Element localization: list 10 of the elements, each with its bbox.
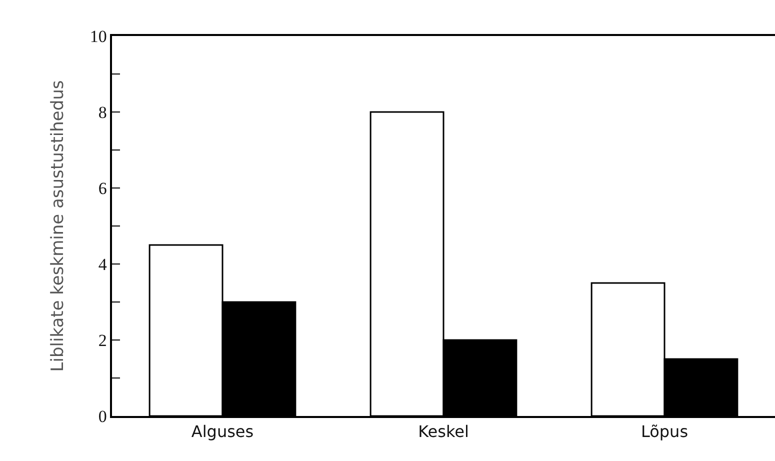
y-tick-label: 6 <box>98 178 107 198</box>
y-tick-label: 8 <box>98 102 107 122</box>
x-tick-label: Keskel <box>418 422 469 441</box>
y-tick-label: 10 <box>90 26 107 46</box>
y-tick-label: 4 <box>98 254 108 274</box>
x-tick-label: Lõpus <box>640 422 688 441</box>
x-tick-label: Alguses <box>191 422 254 441</box>
y-tick-label: 0 <box>98 406 107 426</box>
y-axis-title: Liblikate keskmine asustustihedus <box>48 80 68 372</box>
y-tick-label: 2 <box>98 330 107 350</box>
